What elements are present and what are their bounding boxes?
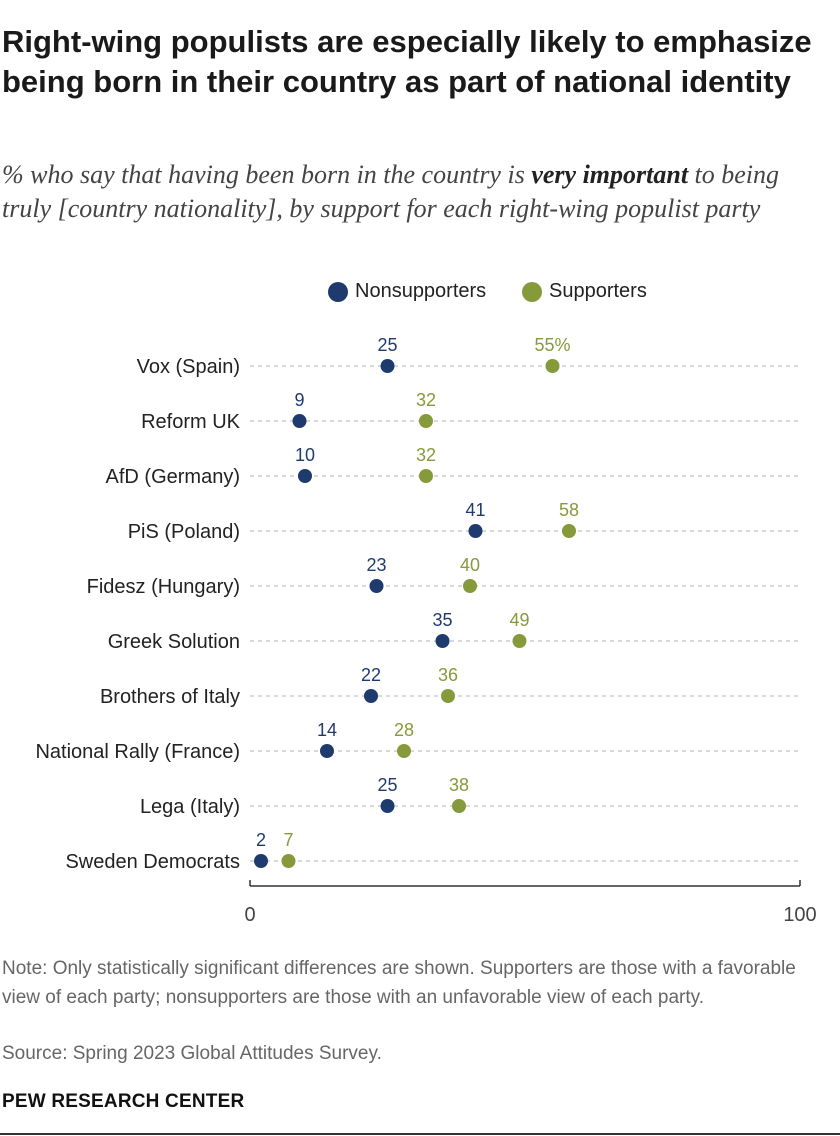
data-point	[380, 799, 395, 813]
legend-swatch-nonsupporters	[328, 281, 348, 302]
data-label: 41	[465, 500, 485, 520]
data-point	[468, 524, 483, 538]
data-point	[397, 744, 411, 758]
dot-plot: Vox (Spain) 25 55% Reform UK 9 32 AfD (Germany…	[35, 335, 816, 926]
data-point	[419, 469, 433, 483]
chart-source: Source: Spring 2023 Global Attitudes Sur…	[2, 1043, 382, 1064]
data-label: 10	[295, 445, 315, 465]
data-point	[254, 854, 268, 868]
legend-item-nonsupporters: Nonsupporters	[328, 280, 486, 303]
subtitle-emphasis: very important	[531, 160, 689, 189]
data-point	[320, 744, 334, 758]
category-label: Lega (Italy)	[140, 796, 240, 818]
data-label: 40	[460, 555, 480, 575]
data-point	[292, 414, 307, 428]
category-label: Fidesz (Hungary)	[87, 576, 240, 598]
data-label: 32	[416, 445, 436, 465]
brand-logo-text: PEW RESEARCH CENTER	[2, 1091, 245, 1112]
data-label: 49	[509, 610, 529, 630]
data-label: 55%	[534, 335, 570, 355]
data-label: 32	[416, 390, 436, 410]
data-point	[545, 359, 560, 373]
data-label: 38	[449, 775, 469, 795]
chart-title: Right-wing populists are especially like…	[2, 24, 812, 99]
data-point	[281, 854, 296, 868]
data-point	[452, 799, 466, 813]
data-label: 2	[256, 830, 266, 850]
chart-subtitle: % who say that having been born in the c…	[2, 158, 832, 226]
data-point	[380, 359, 395, 373]
category-label: PiS (Poland)	[128, 521, 240, 543]
data-point	[435, 634, 450, 648]
data-label: 22	[361, 665, 381, 685]
category-label: AfD (Germany)	[106, 466, 240, 488]
x-tick-label: 0	[244, 904, 255, 926]
category-label: National Rally (France)	[35, 741, 240, 763]
subtitle-text-1: % who say that having been born in the c…	[2, 160, 532, 189]
data-point	[364, 689, 378, 703]
data-label: 28	[394, 720, 414, 740]
data-label: 9	[294, 390, 304, 410]
data-label: 25	[377, 335, 397, 355]
data-point	[419, 414, 433, 428]
data-point	[369, 579, 384, 593]
chart-note: Note: Only statistically significant dif…	[2, 958, 796, 1008]
data-point	[562, 524, 576, 538]
category-label: Vox (Spain)	[137, 356, 240, 378]
data-point	[463, 579, 477, 593]
category-label: Brothers of Italy	[100, 686, 240, 708]
x-tick-label: 100	[783, 904, 816, 926]
legend-swatch-supporters	[522, 281, 542, 302]
data-label: 35	[432, 610, 452, 630]
data-label: 58	[559, 500, 579, 520]
data-label: 7	[283, 830, 293, 850]
data-point	[512, 634, 527, 648]
category-label: Greek Solution	[108, 631, 240, 653]
legend-label-supporters: Supporters	[549, 280, 647, 302]
data-label: 14	[317, 720, 337, 740]
category-label: Sweden Democrats	[65, 851, 240, 873]
legend: Nonsupporters Supporters	[0, 280, 840, 306]
legend-item-supporters: Supporters	[522, 280, 647, 303]
category-label: Reform UK	[141, 411, 241, 433]
subtitle-text-2: to being truly [country nationality], by…	[2, 160, 780, 223]
data-label: 23	[366, 555, 386, 575]
bottom-rule	[0, 1133, 840, 1135]
data-point	[298, 469, 312, 483]
legend-label-nonsupporters: Nonsupporters	[355, 280, 487, 302]
data-label: 25	[377, 775, 397, 795]
data-label: 36	[438, 665, 458, 685]
data-point	[441, 689, 455, 703]
